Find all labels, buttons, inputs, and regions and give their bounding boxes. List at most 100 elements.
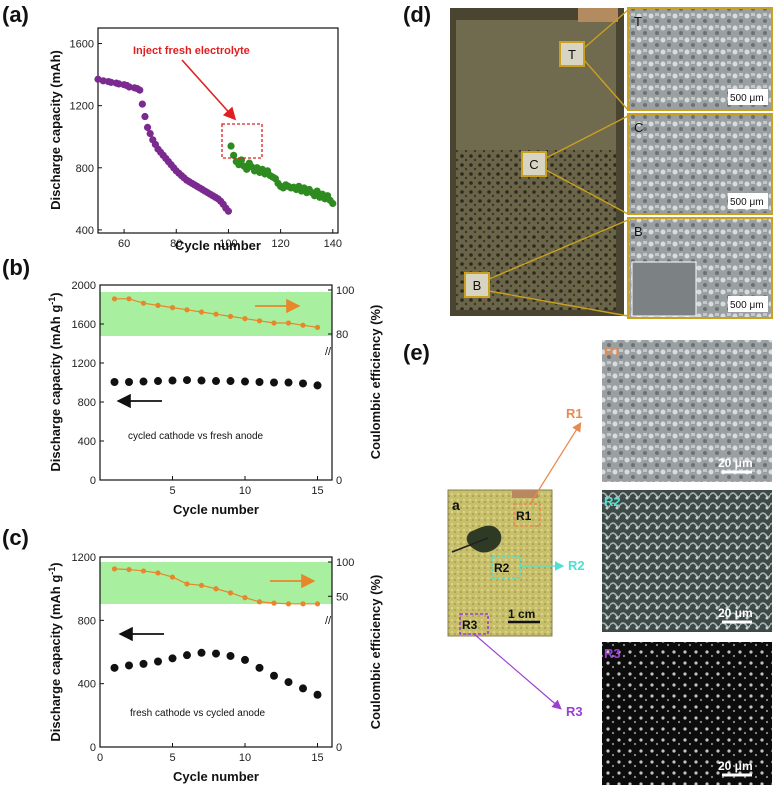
panel-b-efficiency-point — [140, 300, 147, 306]
panel-c-capacity-point — [139, 659, 148, 668]
panel-a-series1-point — [224, 207, 233, 215]
panel-c-ytick-label: 400 — [78, 679, 96, 691]
panel-b-xtick-label: 15 — [311, 485, 323, 497]
panel-a-series1-point — [138, 100, 146, 108]
svg-text:20 μm: 20 μm — [718, 456, 753, 470]
panel-b-ytick-label: 400 — [78, 436, 96, 448]
panel-c-efficiency-band — [100, 562, 332, 604]
panel-b-ytick-label: 800 — [78, 397, 96, 409]
svg-text:20 μm: 20 μm — [718, 606, 753, 620]
panel-d-connector-lines — [488, 9, 629, 317]
panel-a-label: (a) — [2, 2, 29, 27]
panel-c-capacity-point — [110, 663, 119, 672]
panel-a-xlabel: Cycle number — [175, 238, 261, 253]
panel-c-y2tick-label: 0 — [336, 742, 342, 754]
panel-a-series2-point — [227, 142, 235, 150]
panel-c-capacity-point — [183, 651, 191, 660]
panel-b-capacity-point — [212, 377, 220, 386]
panel-b-efficiency-point — [227, 313, 234, 319]
panel-b-efficiency-point — [271, 320, 277, 326]
panel-b-efficiency-point — [126, 296, 132, 302]
panel-b-ytick-label: 1600 — [72, 319, 96, 331]
panel-a-xtick-label: 100 — [219, 238, 237, 250]
panel-b-axis-break: // — [325, 346, 332, 358]
panel-b-capacity-point — [139, 377, 148, 386]
panel-c-capacity-point — [125, 661, 133, 670]
panel-a-annotation-arrow — [181, 59, 237, 121]
panel-b-capacity-point — [154, 377, 162, 386]
panel-b-capacity-point — [110, 378, 119, 387]
panel-c-axis-break: // — [325, 615, 332, 627]
panel-b-capacity-point — [313, 381, 322, 390]
panel-b-chart: (b) // 5 10 15 0 400 800 1200 1600 2000 0 80 100 cy… — [2, 255, 383, 517]
panel-d-tab — [578, 8, 618, 22]
panel-c-xtick-label: 15 — [311, 752, 323, 764]
panel-e-photo-label: a — [452, 497, 460, 513]
svg-text:R1: R1 — [604, 344, 621, 359]
panel-b-capacity-point — [255, 378, 264, 387]
panel-d-marker-c: C — [521, 151, 547, 177]
panel-d-label: (d) — [403, 2, 431, 27]
panel-c-annotation: fresh cathode vs cycled anode — [130, 708, 266, 719]
panel-a-ytick-label: 400 — [76, 225, 94, 237]
panel-c-plot-frame — [99, 556, 333, 748]
panel-c-capacity-point — [284, 678, 293, 687]
svg-text:20 μm: 20 μm — [718, 759, 753, 773]
panel-e-sem-r3: R3 20 μm — [602, 642, 772, 785]
panel-a-series2-point — [313, 187, 321, 195]
svg-text:T: T — [634, 14, 642, 29]
panel-b-capacity-point — [125, 378, 133, 387]
svg-text:C: C — [529, 157, 538, 172]
panel-a-series1-point — [143, 123, 152, 131]
panel-d-electrode-upper — [456, 20, 616, 150]
panel-b-efficiency-point — [314, 324, 321, 330]
panel-d-inset-t: T 500 μm — [627, 7, 773, 111]
svg-text:500 μm: 500 μm — [730, 300, 764, 311]
panel-c-capacity-point — [212, 649, 220, 658]
panel-b-ytick-label: 0 — [90, 475, 96, 487]
panel-a-series2-point — [230, 151, 238, 159]
panel-c-efficiency-point — [300, 601, 306, 607]
panel-b-xlabel: Cycle number — [173, 502, 259, 517]
panel-b-ylabel: Discharge capacity (mAh g-1) — [47, 292, 63, 471]
panel-c-ylabel: Discharge capacity (mAh g-1) — [47, 562, 63, 741]
panel-c-efficiency-point — [184, 581, 190, 587]
panel-c-capacity-point — [226, 651, 235, 660]
svg-text:R2: R2 — [494, 561, 510, 575]
panel-a-ylabel: Discharge capacity (mAh) — [48, 50, 63, 210]
panel-b-efficiency-point — [242, 316, 248, 322]
panel-e-region-r1: R1 R1 — [513, 406, 583, 527]
panel-e-sem-r1: R1 20 μm — [602, 340, 772, 482]
svg-text:R2: R2 — [568, 558, 585, 573]
panel-c-capacity-point — [313, 690, 322, 699]
svg-text:R2: R2 — [604, 494, 621, 509]
panel-c-y2tick-label: 100 — [336, 557, 354, 569]
panel-b-annotation: cycled cathode vs fresh anode — [128, 431, 264, 442]
panel-b-capacity-point — [270, 378, 278, 387]
panel-b-ytick-label: 2000 — [72, 280, 96, 292]
panel-e-photo-scale: 1 cm — [508, 607, 535, 621]
panel-c-efficiency-point — [155, 570, 161, 576]
panel-a-ytick-label: 800 — [76, 163, 94, 175]
panel-b-xtick-label: 10 — [239, 485, 251, 497]
panel-b-y2tick-label: 0 — [336, 475, 342, 487]
panel-e-figure: (e) a 1 cm R1 R1 R2 R2 R3 R3 — [403, 340, 772, 785]
panel-b-capacity-point — [299, 379, 307, 388]
svg-text:500 μm: 500 μm — [730, 197, 764, 208]
svg-text:T: T — [568, 47, 576, 62]
panel-b-capacity-point — [284, 378, 293, 387]
panel-c-efficiency-point — [111, 566, 118, 572]
panel-b-plot-frame — [99, 284, 333, 481]
panel-b-efficiency-point — [111, 296, 118, 302]
panel-c-efficiency-point — [198, 582, 205, 588]
panel-b-capacity-point — [168, 376, 177, 385]
panel-a-chart: (a) 60 80 100 120 140 400 800 1200 1600 Inject f… — [2, 2, 342, 253]
panel-d-inset-b: B 500 μm — [627, 217, 773, 319]
panel-c-capacity-point — [299, 684, 307, 693]
panel-c-efficiency-point — [227, 590, 234, 596]
panel-b-capacity-point — [183, 376, 191, 385]
panel-d-marker-t: T — [559, 41, 585, 67]
panel-d-inset-c: C 500 μm — [627, 113, 773, 215]
panel-c-efficiency-point — [169, 574, 176, 580]
